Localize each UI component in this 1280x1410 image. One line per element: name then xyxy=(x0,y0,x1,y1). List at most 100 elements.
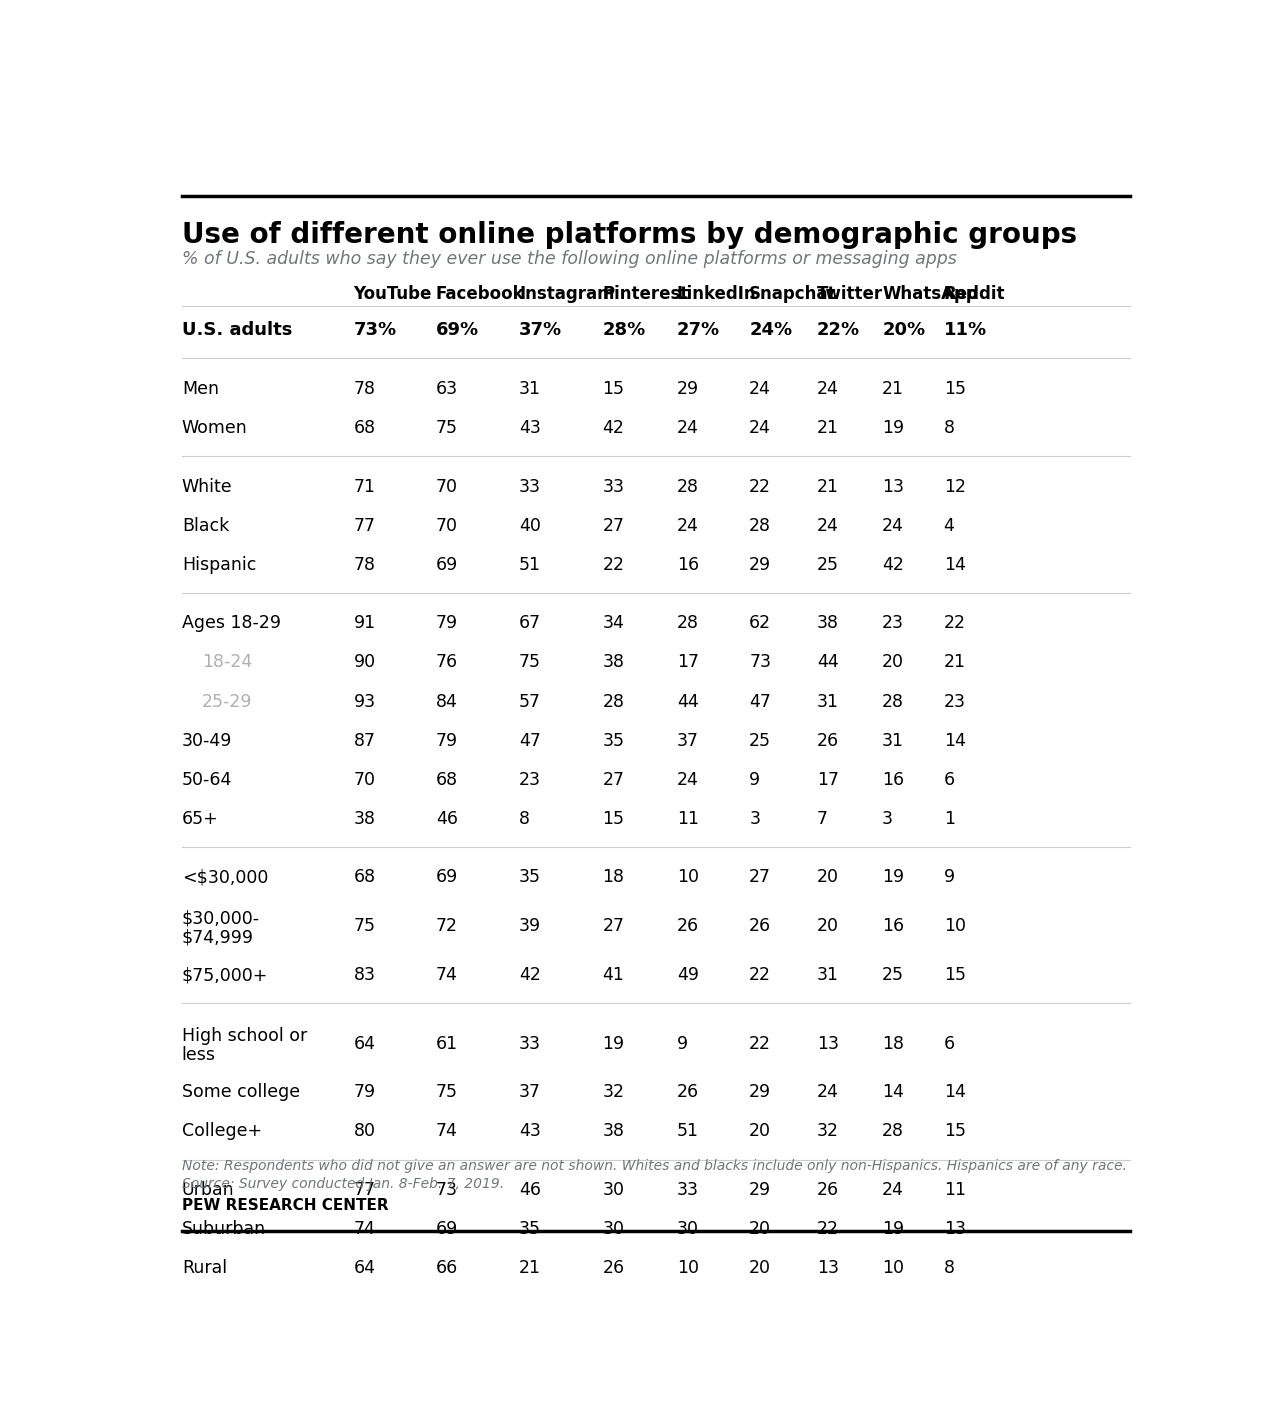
Text: 29: 29 xyxy=(749,1182,772,1198)
Text: 25: 25 xyxy=(749,732,772,750)
Text: WhatsApp: WhatsApp xyxy=(882,285,978,303)
Text: 22: 22 xyxy=(749,966,772,984)
Text: 15: 15 xyxy=(603,379,625,398)
Text: 42: 42 xyxy=(882,556,904,574)
Text: 28: 28 xyxy=(603,692,625,711)
Text: 22: 22 xyxy=(749,1035,772,1052)
Text: 44: 44 xyxy=(817,653,838,671)
Text: Source: Survey conducted Jan. 8-Feb. 7, 2019.: Source: Survey conducted Jan. 8-Feb. 7, … xyxy=(182,1177,504,1190)
Text: 23: 23 xyxy=(943,692,965,711)
Text: 43: 43 xyxy=(520,419,541,437)
Text: White: White xyxy=(182,478,233,495)
Text: 17: 17 xyxy=(677,653,699,671)
Text: 24: 24 xyxy=(817,516,838,534)
Text: 10: 10 xyxy=(882,1259,904,1277)
Text: 28: 28 xyxy=(882,692,904,711)
Text: 84: 84 xyxy=(435,692,458,711)
Text: 14: 14 xyxy=(943,732,965,750)
Text: 75: 75 xyxy=(353,918,375,935)
Text: 11%: 11% xyxy=(943,321,987,340)
Text: 41: 41 xyxy=(603,966,625,984)
Text: YouTube: YouTube xyxy=(353,285,431,303)
Text: 30: 30 xyxy=(677,1220,699,1238)
Text: 37%: 37% xyxy=(520,321,562,340)
Text: 22: 22 xyxy=(749,478,772,495)
Text: 17: 17 xyxy=(817,771,838,788)
Text: 74: 74 xyxy=(435,1122,458,1141)
Text: 76: 76 xyxy=(435,653,458,671)
Text: 26: 26 xyxy=(677,1083,699,1101)
Text: 29: 29 xyxy=(749,1083,772,1101)
Text: Snapchat: Snapchat xyxy=(749,285,837,303)
Text: 24: 24 xyxy=(817,1083,838,1101)
Text: 69: 69 xyxy=(435,1220,458,1238)
Text: 46: 46 xyxy=(435,809,458,828)
Text: 24: 24 xyxy=(882,516,904,534)
Text: 72: 72 xyxy=(435,918,458,935)
Text: 20: 20 xyxy=(749,1259,772,1277)
Text: Ages 18-29: Ages 18-29 xyxy=(182,615,280,632)
Text: 6: 6 xyxy=(943,771,955,788)
Text: 91: 91 xyxy=(353,615,375,632)
Text: 73: 73 xyxy=(749,653,772,671)
Text: U.S. adults: U.S. adults xyxy=(182,321,292,340)
Text: Some college: Some college xyxy=(182,1083,300,1101)
Text: $75,000+: $75,000+ xyxy=(182,966,269,984)
Text: 16: 16 xyxy=(882,771,904,788)
Text: 24: 24 xyxy=(677,516,699,534)
Text: 10: 10 xyxy=(677,1259,699,1277)
Text: 22: 22 xyxy=(817,1220,838,1238)
Text: 13: 13 xyxy=(817,1035,838,1052)
Text: 43: 43 xyxy=(520,1122,541,1141)
Text: 90: 90 xyxy=(353,653,375,671)
Text: 19: 19 xyxy=(882,1220,904,1238)
Text: 11: 11 xyxy=(677,809,699,828)
Text: 1: 1 xyxy=(943,809,955,828)
Text: 74: 74 xyxy=(353,1220,375,1238)
Text: 7: 7 xyxy=(817,809,828,828)
Text: 64: 64 xyxy=(353,1035,375,1052)
Text: 14: 14 xyxy=(943,1083,965,1101)
Text: 24%: 24% xyxy=(749,321,792,340)
Text: 80: 80 xyxy=(353,1122,375,1141)
Text: 51: 51 xyxy=(677,1122,699,1141)
Text: 33: 33 xyxy=(603,478,625,495)
Text: 93: 93 xyxy=(353,692,375,711)
Text: 31: 31 xyxy=(882,732,904,750)
Text: 28: 28 xyxy=(677,615,699,632)
Text: 24: 24 xyxy=(817,379,838,398)
Text: 70: 70 xyxy=(435,516,458,534)
Text: 83: 83 xyxy=(353,966,375,984)
Text: 37: 37 xyxy=(677,732,699,750)
Text: 26: 26 xyxy=(603,1259,625,1277)
Text: 25: 25 xyxy=(882,966,904,984)
Text: Pinterest: Pinterest xyxy=(603,285,689,303)
Text: 26: 26 xyxy=(749,918,772,935)
Text: 3: 3 xyxy=(749,809,760,828)
Text: 50-64: 50-64 xyxy=(182,771,232,788)
Text: 20: 20 xyxy=(882,653,904,671)
Text: 21: 21 xyxy=(882,379,904,398)
Text: Suburban: Suburban xyxy=(182,1220,266,1238)
Text: 11: 11 xyxy=(943,1182,965,1198)
Text: 26: 26 xyxy=(677,918,699,935)
Text: 75: 75 xyxy=(435,419,458,437)
Text: % of U.S. adults who say they ever use the following online platforms or messagi: % of U.S. adults who say they ever use t… xyxy=(182,250,956,268)
Text: 29: 29 xyxy=(677,379,699,398)
Text: 25: 25 xyxy=(817,556,838,574)
Text: 12: 12 xyxy=(943,478,965,495)
Text: College+: College+ xyxy=(182,1122,262,1141)
Text: 20: 20 xyxy=(749,1220,772,1238)
Text: 9: 9 xyxy=(943,869,955,887)
Text: 26: 26 xyxy=(817,1182,838,1198)
Text: 37: 37 xyxy=(520,1083,541,1101)
Text: 51: 51 xyxy=(520,556,541,574)
Text: 8: 8 xyxy=(943,419,955,437)
Text: 18-24: 18-24 xyxy=(202,653,252,671)
Text: 15: 15 xyxy=(943,379,965,398)
Text: 9: 9 xyxy=(677,1035,687,1052)
Text: 38: 38 xyxy=(817,615,838,632)
Text: 42: 42 xyxy=(603,419,625,437)
Text: 28: 28 xyxy=(677,478,699,495)
Text: 77: 77 xyxy=(353,1182,375,1198)
